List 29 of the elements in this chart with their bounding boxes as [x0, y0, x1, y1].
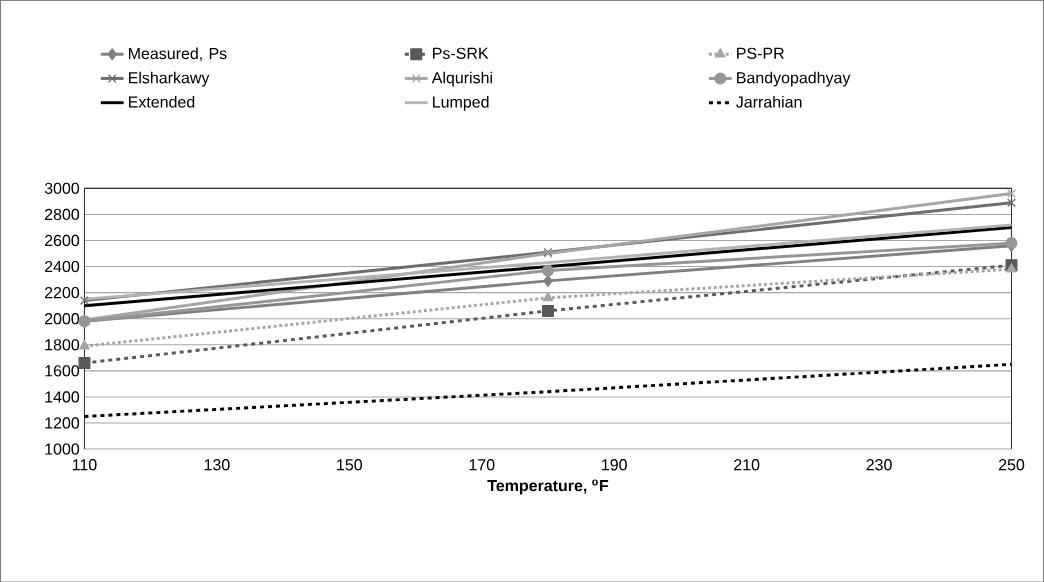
y-tick-label: 3000 [44, 182, 80, 194]
legend-label: Jarrahian [736, 95, 802, 108]
y-tick-label: 2800 [44, 208, 80, 220]
legend-label: Bandyopadhyay [737, 71, 851, 87]
y-tick-label: 2000 [44, 312, 80, 325]
y-tick-label: 1200 [45, 417, 80, 429]
x-tick-label: 170 [469, 458, 495, 471]
x-tick-label: 230 [866, 458, 892, 471]
x-tick-label: 210 [734, 458, 760, 471]
y-tick-label: 1400 [45, 391, 80, 403]
y-tick-label: 1600 [45, 364, 80, 377]
y-tick-label: 1800 [45, 338, 80, 351]
legend-label: Ps-SRK [433, 47, 489, 59]
y-tick-label: 2400 [44, 260, 80, 272]
x-tick-label: 150 [337, 458, 363, 471]
legend-label: Alqurishi [431, 71, 492, 87]
legend-label: Elsharkawy [129, 71, 210, 87]
legend-label: Measured, Ps [129, 47, 227, 61]
legend-label: Extended [129, 95, 195, 108]
x-tick-label: 130 [204, 458, 230, 471]
y-tick-label: 2600 [44, 234, 80, 246]
x-axis-title: Temperature, $^{o}$F [487, 479, 609, 495]
y-tick-label: 1000 [45, 443, 80, 455]
legend-label: Lumped [433, 95, 489, 111]
legend-label: PS-PR [737, 47, 784, 59]
x-tick-label: 250 [998, 458, 1025, 471]
y-tick-label: 2200 [44, 286, 80, 299]
x-tick-label: 110 [72, 458, 97, 471]
x-tick-label: 190 [602, 458, 627, 471]
